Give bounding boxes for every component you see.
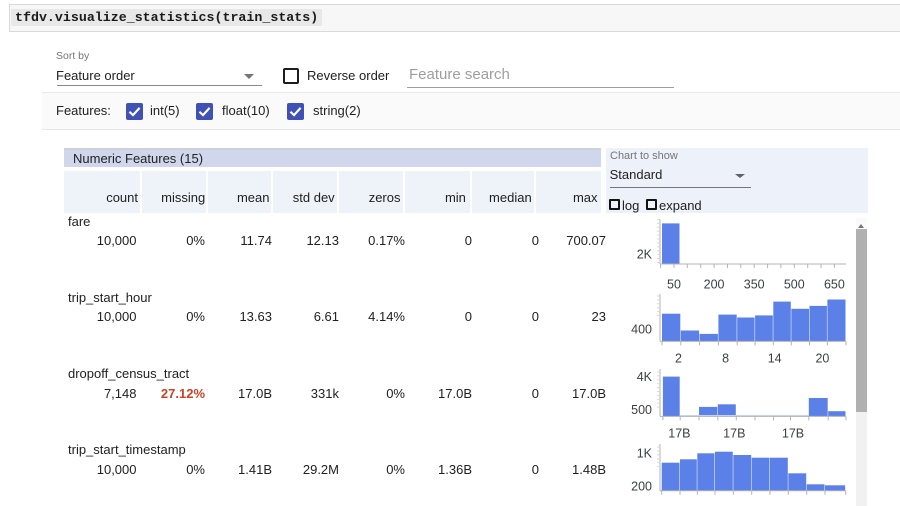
- svg-text:500: 500: [784, 278, 805, 292]
- svg-text:14: 14: [768, 352, 782, 366]
- svg-text:1K: 1K: [637, 447, 653, 461]
- svg-text:650: 650: [824, 278, 845, 292]
- svg-text:500: 500: [631, 403, 652, 417]
- svg-text:2K: 2K: [637, 248, 653, 262]
- svg-text:2: 2: [675, 352, 682, 366]
- svg-text:200: 200: [631, 480, 652, 494]
- svg-text:8: 8: [722, 352, 729, 366]
- svg-text:50: 50: [667, 278, 681, 292]
- svg-text:20: 20: [815, 352, 829, 366]
- svg-text:17B: 17B: [723, 427, 745, 441]
- svg-text:17B: 17B: [782, 427, 804, 441]
- svg-text:400: 400: [631, 323, 652, 337]
- svg-text:350: 350: [744, 278, 765, 292]
- svg-text:17B: 17B: [668, 427, 690, 441]
- svg-text:4K: 4K: [637, 370, 653, 384]
- svg-text:200: 200: [704, 278, 725, 292]
